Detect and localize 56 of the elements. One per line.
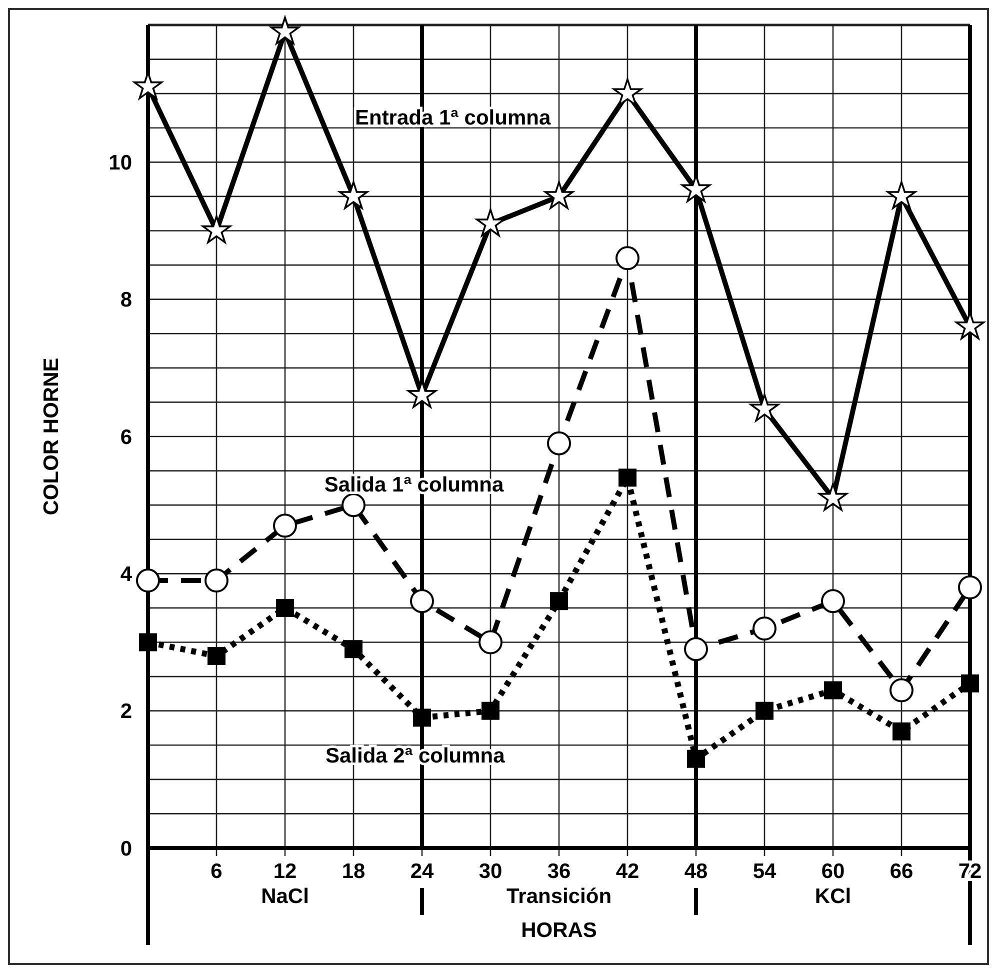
x-tick-label: 54	[752, 860, 776, 883]
y-tick-label: 10	[108, 152, 132, 175]
point	[476, 208, 506, 236]
point	[338, 181, 368, 209]
point	[687, 750, 705, 768]
point	[202, 216, 232, 244]
x-tick-label: 36	[547, 860, 571, 883]
y-axis-title: COLOR HORNE	[40, 358, 63, 516]
point	[750, 394, 780, 422]
point	[756, 702, 774, 720]
point	[344, 640, 362, 658]
x-tick-label: 42	[616, 860, 640, 883]
point	[821, 589, 845, 614]
point	[342, 493, 366, 518]
point	[482, 702, 500, 720]
point	[550, 592, 568, 610]
y-tick-label: 8	[120, 288, 132, 312]
text: Transición	[506, 885, 612, 908]
point	[961, 674, 979, 692]
x-tick-label: 6	[210, 860, 222, 883]
point	[410, 589, 434, 614]
x-tick-label: 30	[478, 860, 502, 883]
point	[752, 616, 776, 641]
point	[413, 708, 431, 727]
point	[818, 483, 848, 511]
point	[890, 678, 914, 702]
point	[273, 514, 297, 538]
y-tick-label: 0	[120, 837, 132, 860]
x-tick-label: 48	[684, 860, 708, 883]
point	[547, 431, 571, 456]
y-tick-label: 2	[120, 700, 132, 724]
x-tick-label: 66	[890, 860, 914, 883]
point	[270, 16, 300, 44]
point	[684, 637, 708, 662]
point	[616, 246, 640, 270]
point	[958, 575, 982, 600]
point	[276, 598, 294, 617]
y-tick-label: 6	[120, 426, 132, 449]
point	[204, 568, 228, 593]
point	[618, 468, 636, 487]
x-tick-label: 60	[821, 860, 845, 883]
point	[478, 630, 502, 654]
x-tick-label: 24	[410, 860, 434, 883]
text: NaCl	[261, 885, 309, 908]
point	[208, 646, 226, 665]
point	[136, 568, 160, 593]
point	[886, 181, 916, 209]
point	[544, 181, 574, 209]
point	[892, 722, 910, 740]
point	[824, 681, 842, 700]
x-axis-title: HORAS	[521, 919, 597, 942]
x-tick-label: 12	[273, 860, 297, 883]
point	[139, 633, 157, 652]
y-tick-label: 4	[120, 563, 132, 586]
text: KCl	[814, 885, 852, 908]
x-tick-label: 18	[342, 860, 366, 883]
